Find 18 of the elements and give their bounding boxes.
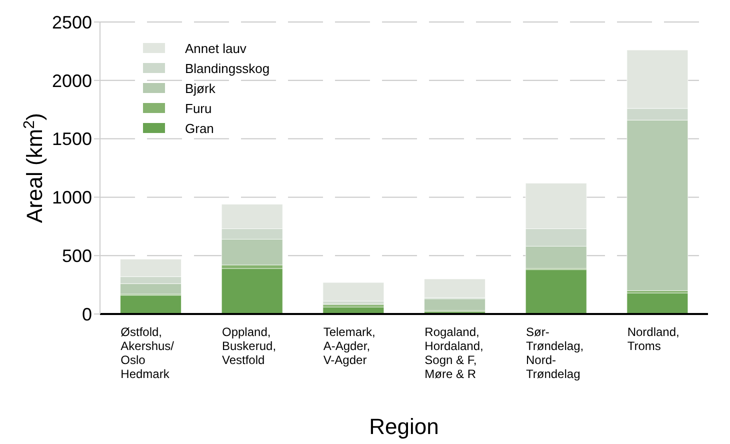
legend-label: Bjørk	[185, 80, 216, 96]
y-tick-label: 500	[62, 246, 92, 266]
y-tick-label: 1500	[52, 129, 92, 150]
legend-label: Annet lauv	[185, 40, 246, 56]
x-tick-label: Nordland, Troms	[627, 325, 680, 353]
x-tick-label: Østfold, Akershus/ Oslo Hedmark	[120, 325, 175, 381]
legend-label: Blandingsskog	[185, 60, 270, 76]
legend-label: Gran	[185, 120, 214, 136]
x-tick-label: Telemark, A-Agder, V-Agder	[323, 325, 376, 367]
y-tick-label: 0	[82, 304, 92, 324]
x-tick-label: Rogaland, Hordaland, Sogn & F, Møre & R	[424, 325, 484, 381]
y-tick-label: 1000	[52, 188, 92, 208]
y-tick-label: 2500	[52, 12, 92, 32]
x-tick-label: Oppland, Buskerud, Vestfold	[222, 325, 276, 367]
x-axis-title: Region	[369, 414, 439, 439]
x-tick-label: Sør- Trøndelag, Nord- Trøndelag	[526, 325, 584, 381]
y-tick-label: 2000	[52, 70, 92, 91]
legend-label: Furu	[185, 100, 212, 116]
